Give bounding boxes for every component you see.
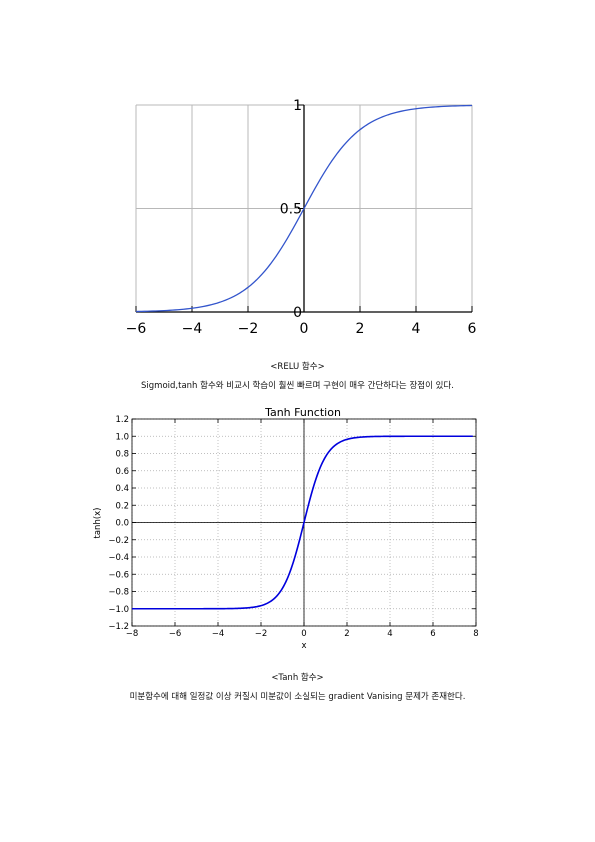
x-tick-label: −6 — [126, 321, 147, 337]
x-tick-label: −4 — [212, 629, 225, 639]
figure-description-tanh: 미분함수에 대해 일정값 이상 커질시 미분값이 소실되는 gradient V… — [129, 692, 466, 702]
y-tick-label: −0.8 — [108, 588, 129, 598]
x-tick-label: −8 — [126, 629, 139, 639]
x-tick-labels: −8 −6 −4 −2 0 2 4 6 8 — [126, 629, 479, 639]
x-tick-label: 2 — [344, 629, 349, 639]
x-tick-label: 8 — [473, 629, 478, 639]
y-tick-label: 1.2 — [115, 415, 129, 425]
x-tick-label: −6 — [169, 629, 182, 639]
x-tick-label: −2 — [238, 321, 259, 337]
y-tick-label: −0.4 — [108, 553, 129, 563]
y-tick-label: 0.4 — [115, 484, 129, 494]
chart-series — [135, 104, 473, 313]
x-tick-label: 4 — [387, 629, 392, 639]
y-tick-label: −0.2 — [108, 536, 129, 546]
x-tick-label: 2 — [356, 321, 365, 337]
x-tick-label: 6 — [430, 629, 435, 639]
y-tick-label: −0.6 — [108, 570, 129, 580]
y-tick-label: 1.0 — [115, 432, 129, 442]
y-tick-label: 0.6 — [115, 467, 129, 477]
y-tick-label: 0 — [293, 305, 302, 321]
figure-description-relu: Sigmoid,tanh 함수와 비교시 학습이 훨씬 빠르며 구현이 매우 간… — [141, 381, 454, 391]
figure-caption-tanh: <Tanh 함수> — [271, 673, 324, 683]
tanh-chart: Tanh Function tanh(x) x −8 −6 −4 −2 0 2 4 6 8 1.… — [93, 406, 479, 651]
chart-title: Tanh Function — [264, 406, 341, 419]
x-tick-label: 6 — [468, 321, 477, 337]
y-tick-labels: 00.51 — [280, 98, 302, 321]
series-line — [135, 104, 473, 313]
x-tick-label: 0 — [301, 629, 306, 639]
y-tick-label: 1 — [293, 98, 302, 114]
y-tick-label: 0.8 — [115, 450, 129, 460]
y-axis-label: tanh(x) — [93, 508, 103, 539]
x-tick-label: 4 — [412, 321, 421, 337]
x-tick-label: −4 — [182, 321, 203, 337]
x-axis-label: x — [301, 641, 306, 651]
y-tick-label: 0.2 — [115, 501, 129, 511]
figure-caption-relu: <RELU 함수> — [270, 362, 325, 372]
chart-series — [132, 435, 473, 610]
x-tick-labels: −6 −4 −2 0 2 4 6 — [126, 321, 477, 337]
y-tick-label: 0.0 — [115, 519, 129, 529]
x-tick-label: 0 — [300, 321, 309, 337]
y-tick-label: 0.5 — [280, 202, 302, 218]
x-tick-label: −2 — [255, 629, 268, 639]
series-line — [132, 435, 473, 610]
y-tick-labels: 1.2 1.0 0.8 0.6 0.4 0.2 0.0 −0.2 −0.4 −0.6 −0.8 −1.… — [108, 415, 129, 632]
y-tick-label: −1.2 — [108, 622, 129, 632]
sigmoid-chart: −6 −4 −2 0 2 4 6 00.51 — [126, 98, 477, 337]
y-tick-label: −1.0 — [108, 605, 129, 615]
